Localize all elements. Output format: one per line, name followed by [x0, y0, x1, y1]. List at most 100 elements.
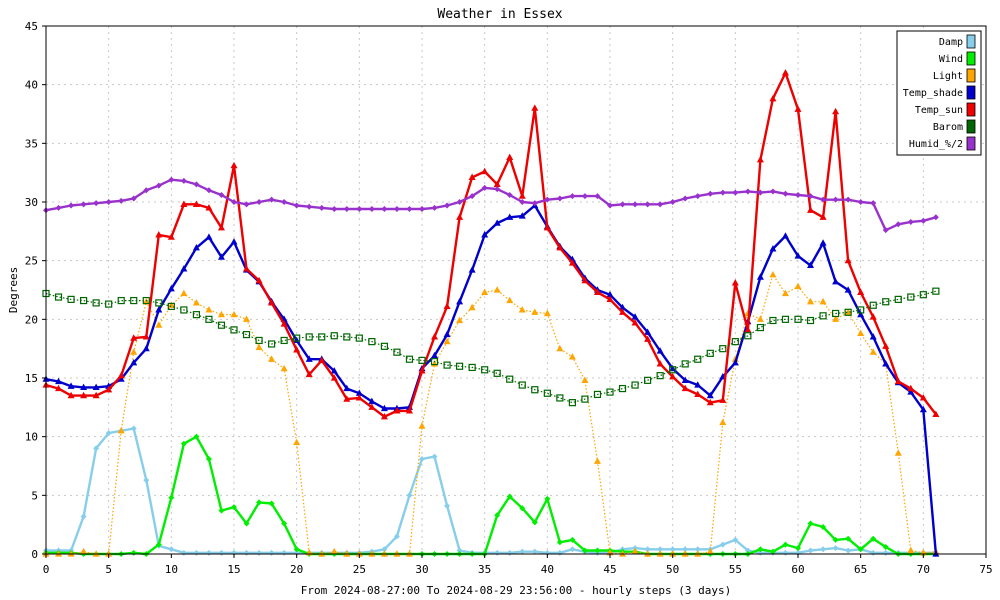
data-point-temp-shade	[731, 358, 739, 366]
data-point-barom	[631, 381, 639, 389]
data-point-light	[418, 422, 426, 429]
data-point-barom	[167, 302, 175, 311]
data-point-temp-sun	[105, 385, 113, 393]
data-point-wind	[857, 546, 864, 553]
data-point-light	[832, 315, 840, 322]
data-point-humid-2	[494, 186, 501, 193]
data-point-temp-shade	[681, 376, 689, 383]
data-point-wind	[506, 493, 513, 500]
data-point-temp-shade	[330, 367, 338, 374]
data-point-light	[543, 309, 551, 317]
data-point-temp-sun	[443, 302, 451, 310]
y-tick-label: 25	[25, 255, 38, 268]
data-point-barom	[318, 333, 326, 341]
data-point-damp	[381, 546, 388, 553]
x-tick-label: 65	[854, 563, 867, 576]
data-point-barom	[393, 348, 401, 356]
data-point-damp	[519, 548, 526, 555]
data-point-humid-2	[118, 197, 125, 204]
data-point-light	[506, 296, 514, 304]
data-point-temp-shade	[807, 261, 815, 268]
data-point-humid-2	[594, 193, 601, 200]
data-point-barom	[217, 321, 226, 329]
data-point-temp-sun	[506, 153, 514, 161]
data-point-humid-2	[469, 193, 476, 200]
data-point-humid-2	[318, 204, 325, 211]
data-point-temp-sun	[819, 213, 827, 220]
data-point-temp-sun	[744, 326, 752, 333]
data-point-humid-2	[80, 201, 87, 208]
legend-swatch	[966, 136, 976, 151]
data-point-humid-2	[870, 200, 877, 207]
data-point-barom	[606, 388, 614, 396]
data-point-barom	[581, 395, 589, 403]
data-point-light	[243, 315, 251, 322]
data-point-wind	[281, 520, 288, 527]
data-point-light	[380, 550, 388, 557]
data-point-humid-2	[180, 177, 187, 184]
data-point-barom	[405, 355, 414, 363]
data-point-wind	[807, 520, 814, 527]
data-point-temp-sun	[656, 360, 664, 367]
data-point-temp-shade	[92, 383, 100, 390]
data-point-temp-sun	[456, 213, 464, 220]
data-point-light	[656, 550, 664, 557]
data-point-humid-2	[694, 193, 701, 200]
data-point-damp	[419, 455, 425, 462]
data-point-humid-2	[832, 196, 839, 203]
data-point-temp-shade	[481, 231, 489, 238]
data-point-temp-shade	[631, 313, 639, 320]
data-point-wind	[594, 547, 601, 554]
data-point-temp-shade	[155, 306, 163, 313]
data-point-temp-shade	[431, 351, 439, 359]
legend-swatch	[966, 119, 976, 134]
data-point-humid-2	[193, 181, 200, 188]
data-point-humid-2	[343, 206, 350, 213]
data-point-wind	[243, 520, 250, 527]
x-tick-label: 15	[227, 563, 240, 576]
data-point-light	[217, 310, 225, 318]
data-point-light	[130, 348, 138, 355]
data-point-damp	[644, 546, 651, 553]
data-point-barom	[506, 375, 514, 383]
data-point-temp-sun	[781, 69, 789, 76]
data-point-damp	[845, 547, 852, 554]
data-point-temp-shade	[794, 252, 802, 259]
data-point-temp-shade	[619, 303, 627, 311]
data-point-temp-sun	[330, 374, 338, 381]
data-point-temp-shade	[443, 330, 451, 338]
y-tick-label: 0	[31, 548, 38, 561]
data-point-barom	[418, 356, 426, 364]
data-point-humid-2	[281, 199, 288, 205]
data-point-temp-sun	[217, 224, 225, 231]
data-point-light	[907, 546, 915, 554]
data-point-temp-sun	[155, 231, 163, 238]
data-point-temp-sun	[756, 155, 764, 163]
data-point-barom	[618, 384, 627, 393]
data-point-temp-sun	[117, 371, 125, 379]
data-point-humid-2	[920, 217, 927, 224]
data-point-light	[192, 299, 200, 306]
data-point-humid-2	[757, 189, 764, 196]
x-tick-label: 10	[165, 563, 178, 576]
data-point-humid-2	[845, 196, 852, 203]
data-point-light	[694, 550, 702, 557]
data-point-temp-shade	[656, 347, 664, 354]
data-point-humid-2	[769, 188, 776, 195]
data-point-temp-shade	[493, 219, 501, 226]
data-point-temp-sun	[468, 173, 476, 180]
data-point-barom	[844, 308, 852, 316]
data-point-temp-sun	[731, 279, 739, 286]
data-point-temp-sun	[243, 265, 251, 272]
data-point-temp-sun	[405, 407, 413, 414]
data-point-barom	[230, 326, 238, 334]
data-point-humid-2	[531, 200, 538, 207]
data-point-humid-2	[231, 199, 237, 205]
data-point-temp-sun	[568, 259, 576, 266]
data-point-damp	[732, 536, 739, 543]
data-point-light	[405, 550, 413, 557]
data-point-light	[869, 348, 877, 355]
data-point-temp-shade	[882, 360, 890, 367]
data-point-wind	[268, 500, 275, 507]
